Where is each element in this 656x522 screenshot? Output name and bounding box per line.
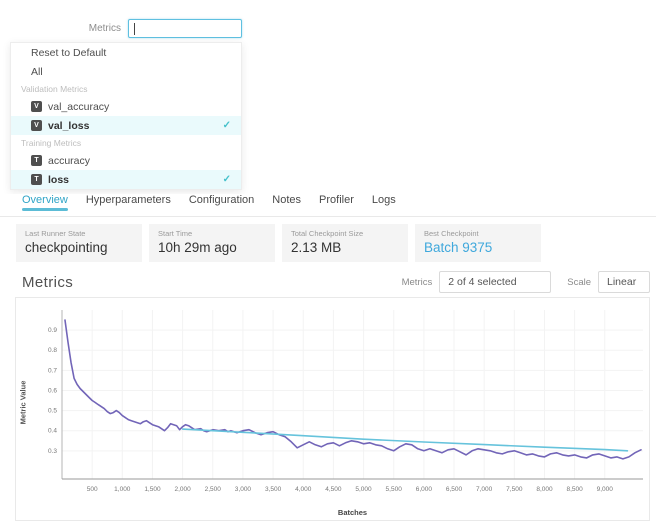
x-tick-label: 4,500 [325, 486, 342, 493]
x-tick-label: 3,000 [235, 486, 252, 493]
dropdown-item-label: val_loss [48, 119, 90, 132]
info-card-best-checkpoint: Best Checkpoint Batch 9375 [415, 224, 541, 262]
x-tick-label: 7,000 [476, 486, 493, 493]
x-tick-label: 6,500 [446, 486, 463, 493]
dropdown-item-label: loss [48, 173, 70, 186]
x-tick-label: 7,500 [506, 486, 523, 493]
dropdown-item-label: accuracy [48, 154, 91, 167]
card-label: Total Checkpoint Size [291, 229, 364, 238]
tab-overview[interactable]: Overview [22, 194, 68, 211]
metric-type-badge: V [31, 120, 42, 131]
y-tick-label: 0.8 [48, 347, 57, 354]
metric-type-badge: T [31, 155, 42, 166]
x-tick-label: 2,500 [205, 486, 222, 493]
x-tick-label: 4,000 [295, 486, 312, 493]
check-icon: ✓ [222, 174, 231, 185]
text-caret [134, 22, 135, 35]
x-tick-label: 1,000 [114, 486, 131, 493]
y-tick-label: 0.3 [48, 448, 57, 455]
card-label: Best Checkpoint [424, 229, 479, 238]
dropdown-item-label: val_accuracy [48, 100, 110, 113]
card-value: 2.13 MB [291, 240, 342, 255]
x-tick-label: 5,500 [386, 486, 403, 493]
dropdown-item-label: All [31, 65, 43, 78]
tab-bar: Overview Hyperparameters Configuration Note… [0, 194, 656, 217]
y-tick-label: 0.7 [48, 367, 57, 374]
series-line-loss [64, 319, 642, 460]
tab-notes[interactable]: Notes [272, 194, 302, 206]
info-card-last-runner-state: Last Runner State checkpointing [16, 224, 142, 262]
dropdown-section-training-metrics: Training Metrics [21, 138, 82, 148]
metrics-filter-row: Metrics [0, 19, 242, 38]
x-tick-label: 8,500 [566, 486, 583, 493]
metrics-chart-card: 0.3 0.4 0.5 0.6 0.7 0.8 0.9 500 1,000 1,500 2,000 2… [15, 297, 650, 521]
chart-controls: Metrics 2 of 4 selected Scale Linear [402, 271, 650, 293]
tab-logs[interactable]: Logs [371, 194, 396, 206]
metrics-select-value: 2 of 4 selected [448, 276, 517, 288]
metrics-select-label: Metrics [401, 276, 433, 288]
x-tick-label: 6,000 [416, 486, 433, 493]
metrics-chart-svg[interactable]: 0.3 0.4 0.5 0.6 0.7 0.8 0.9 500 1,000 1,500 2,000 2… [16, 298, 649, 520]
tab-hyperparameters[interactable]: Hyperparameters [85, 194, 171, 206]
scale-select[interactable]: Linear [598, 271, 650, 293]
dropdown-item-label: Reset to Default [31, 46, 107, 59]
card-value[interactable]: Batch 9375 [424, 240, 493, 255]
dropdown-item-all[interactable]: All [11, 62, 241, 81]
x-tick-label: 8,000 [536, 486, 553, 493]
info-card-total-checkpoint-size: Total Checkpoint Size 2.13 MB [282, 224, 408, 262]
tab-profiler[interactable]: Profiler [319, 194, 354, 206]
dropdown-item-reset-to-default[interactable]: Reset to Default [11, 43, 241, 62]
x-tick-label: 9,000 [597, 486, 614, 493]
x-tick-label: 500 [87, 486, 98, 493]
card-value: checkpointing [25, 240, 108, 255]
x-tick-label: 1,500 [144, 486, 161, 493]
y-tick-label: 0.4 [48, 428, 57, 435]
x-axis-title: Batches [337, 508, 368, 517]
info-card-start-time: Start Time 10h 29m ago [149, 224, 275, 262]
tab-configuration[interactable]: Configuration [188, 194, 255, 206]
section-title: Metrics [22, 273, 74, 291]
y-axis-title: Metric Value [18, 380, 28, 425]
dropdown-section-validation-metrics: Validation Metrics [21, 84, 88, 94]
x-tick-label: 3,500 [265, 486, 282, 493]
card-label: Last Runner State [25, 229, 86, 238]
metrics-filter-label: Metrics [88, 23, 121, 34]
metrics-select[interactable]: 2 of 4 selected [439, 271, 552, 293]
scale-select-value: Linear [607, 276, 637, 288]
metrics-section-header: Metrics Metrics 2 of 4 selected Scale Li… [0, 268, 656, 296]
scale-select-label: Scale [567, 276, 591, 288]
metric-type-badge: T [31, 174, 42, 185]
metric-type-badge: V [31, 101, 42, 112]
card-label: Start Time [158, 229, 193, 238]
check-icon: ✓ [222, 120, 231, 131]
info-cards: Last Runner State checkpointing Start Time… [16, 224, 541, 262]
y-tick-label: 0.5 [48, 408, 57, 415]
x-tick-label: 5,000 [355, 486, 372, 493]
card-value: 10h 29m ago [158, 240, 237, 255]
y-tick-label: 0.9 [48, 327, 57, 334]
series-line-val_loss [181, 428, 629, 452]
y-tick-label: 0.6 [48, 387, 57, 394]
metrics-filter-input[interactable] [128, 19, 242, 38]
x-tick-label: 2,000 [174, 486, 191, 493]
